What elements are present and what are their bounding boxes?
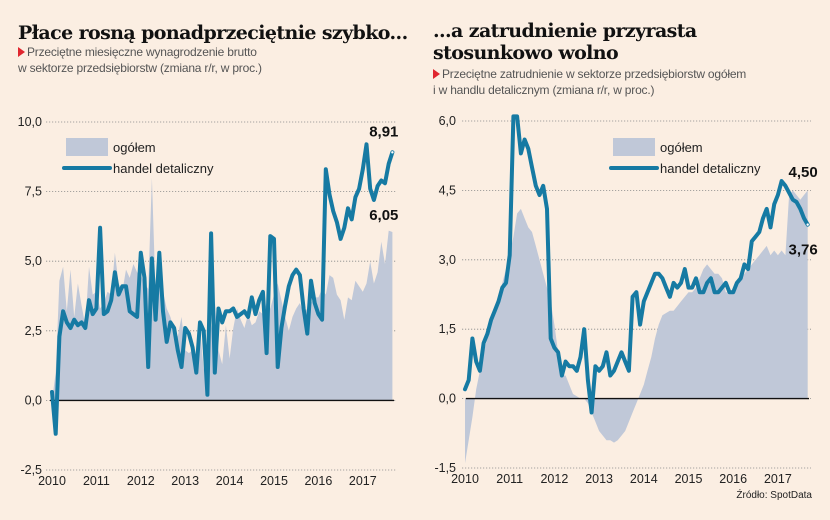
handel-detaliczny-line (50, 142, 395, 436)
value-annotation: 8,91 (369, 123, 398, 140)
x-tick-label: 2014 (630, 472, 658, 486)
right-subtitle-line2: i w handlu detalicznym (zmiana r/r, w pr… (433, 83, 655, 97)
left-chart-subtitle: Przeciętne miesięczne wynagrodzenie brut… (18, 44, 262, 76)
x-tick-label: 2013 (171, 474, 199, 488)
y-tick-label: 2,5 (25, 324, 42, 338)
legend: ogółem handel detaliczny (609, 138, 761, 176)
line-end-marker (391, 151, 394, 154)
handel-detaliczny-line (463, 114, 810, 415)
right-chart-subtitle: Przeciętne zatrudnienie w sektorze przed… (433, 66, 746, 98)
ogolem-area (52, 177, 393, 401)
x-tick-label: 2010 (38, 474, 66, 488)
y-tick-label: 5,0 (25, 254, 42, 268)
y-tick-label: 7,5 (25, 185, 42, 199)
y-tick-label: 3,0 (439, 253, 456, 267)
y-tick-label: 1,5 (439, 322, 456, 336)
legend: ogółem handel detaliczny (62, 138, 214, 176)
y-tick-label: 6,0 (439, 114, 456, 128)
right-subtitle-line1: Przeciętne zatrudnienie w sektorze przed… (442, 67, 747, 81)
x-tick-label: 2014 (216, 474, 244, 488)
y-tick-label: -2,5 (20, 463, 42, 477)
x-tick-label: 2013 (585, 472, 613, 486)
left-chart-title: Płace rosną ponadprzeciętnie szybko... (18, 22, 408, 44)
source-note: Źródło: SpotData (736, 490, 812, 501)
x-tick-label: 2015 (675, 472, 703, 486)
legend-label-handel: handel detaliczny (113, 161, 214, 176)
legend-swatch-ogolem (613, 138, 655, 156)
x-tick-label: 2011 (496, 472, 523, 486)
value-annotation: 6,05 (369, 207, 398, 224)
y-tick-label: -1,5 (434, 461, 456, 475)
x-tick-label: 2011 (83, 474, 110, 488)
legend-label-handel: handel detaliczny (660, 161, 761, 176)
y-tick-label: 10,0 (18, 115, 42, 129)
right-title-line2: stosunkowo wolno (433, 42, 619, 64)
x-tick-label: 2012 (127, 474, 155, 488)
left-subtitle-line2: w sektorze przedsiębiorstw (zmiana r/r, … (18, 61, 262, 75)
ogolem-area (465, 190, 808, 464)
legend-label-ogolem: ogółem (660, 140, 703, 155)
value-annotation: 4,50 (788, 164, 817, 181)
x-tick-label: 2016 (304, 474, 332, 488)
value-annotation: 3,76 (788, 242, 817, 259)
x-tick-label: 2010 (451, 472, 479, 486)
x-tick-label: 2017 (349, 474, 377, 488)
x-tick-label: 2012 (540, 472, 568, 486)
x-tick-label: 2017 (764, 472, 792, 486)
triangle-marker-icon (18, 47, 25, 57)
right-chart-title: ...a zatrudnienie przyrasta stosunkowo w… (433, 20, 697, 64)
x-tick-label: 2015 (260, 474, 288, 488)
line-end-marker (806, 223, 809, 226)
right-title-line1: ...a zatrudnienie przyrasta (433, 20, 697, 42)
legend-label-ogolem: ogółem (113, 140, 156, 155)
left-subtitle-line1: Przeciętne miesięczne wynagrodzenie brut… (27, 45, 257, 59)
x-tick-label: 2016 (719, 472, 747, 486)
y-tick-label: 0,0 (25, 393, 42, 407)
y-tick-label: 4,5 (439, 183, 456, 197)
legend-swatch-ogolem (66, 138, 108, 156)
triangle-marker-icon (433, 69, 440, 79)
y-tick-label: 0,0 (439, 392, 456, 406)
